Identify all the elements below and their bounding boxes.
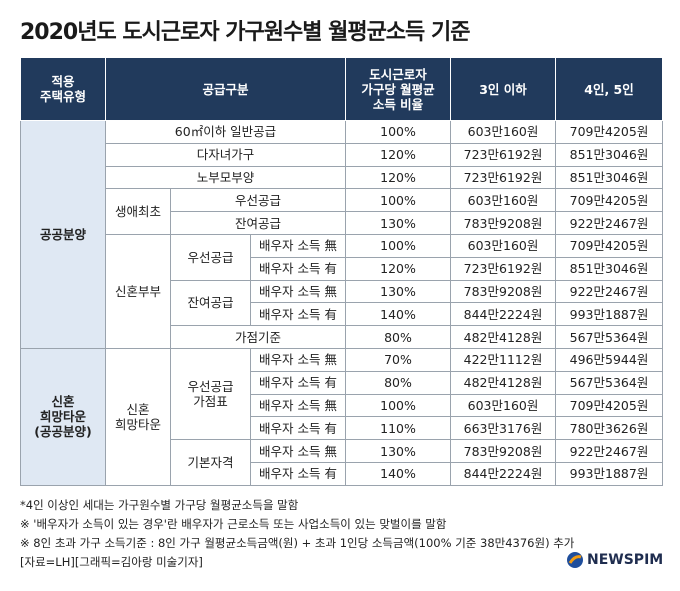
cell: 482만4128원 [450, 325, 556, 349]
cell: 잔여공급 [170, 211, 346, 235]
cell: 709만4205원 [555, 393, 663, 418]
cell: 100% [345, 393, 451, 418]
cell: 709만4205원 [555, 188, 663, 213]
cell: 110% [345, 416, 451, 441]
cell: 922만2467원 [555, 279, 663, 304]
cell: 567만5364원 [555, 325, 663, 349]
cell: 100% [345, 188, 451, 213]
cell: 신혼 희망타운 (공공분양) [20, 347, 106, 486]
cell: 가점기준 [170, 325, 346, 349]
cell: 생애최초 [105, 188, 171, 235]
cell: 723만6192원 [450, 256, 556, 281]
cell: 993만1887원 [555, 461, 663, 486]
cell: 663만3176원 [450, 416, 556, 441]
header-cell: 3인 이하 [450, 58, 556, 121]
cell: 60㎡이하 일반공급 [105, 120, 346, 144]
title: 2020년도 도시근로자 가구원수별 월평균소득 기준 [20, 20, 470, 45]
cell: 130% [345, 211, 451, 235]
cell: 851만3046원 [555, 165, 663, 190]
cell: 공공분양 [20, 120, 106, 349]
cell: 844만2224원 [450, 461, 556, 486]
cell: 482만4128원 [450, 370, 556, 395]
cell: 배우자 소득 無 [250, 279, 346, 304]
cell: 배우자 소득 有 [250, 461, 346, 486]
source: [자료=LH][그래픽=김아랑 미술기자] [20, 555, 203, 569]
note: ※ '배우자가 소득이 있는 경우'란 배우자가 근로소득 또는 사업소득이 있… [20, 517, 447, 531]
cell: 배우자 소득 無 [250, 347, 346, 372]
cell: 기본자격 [170, 439, 251, 486]
cell: 배우자 소득 有 [250, 370, 346, 395]
cell: 422만1112원 [450, 347, 556, 372]
cell: 851만3046원 [555, 256, 663, 281]
cell: 70% [345, 347, 451, 372]
cell: 130% [345, 279, 451, 304]
cell: 배우자 소득 有 [250, 256, 346, 281]
cell: 120% [345, 165, 451, 190]
cell: 배우자 소득 無 [250, 393, 346, 418]
cell: 배우자 소득 有 [250, 416, 346, 441]
cell: 120% [345, 256, 451, 281]
cell: 배우자 소득 有 [250, 302, 346, 327]
cell: 567만5364원 [555, 370, 663, 395]
cell: 우선공급 [170, 233, 251, 281]
cell: 783만9208원 [450, 279, 556, 304]
cell: 844만2224원 [450, 302, 556, 327]
cell: 잔여공급 [170, 279, 251, 327]
cell: 603만160원 [450, 120, 556, 144]
header-cell: 4인, 5인 [555, 58, 663, 121]
cell: 851만3046원 [555, 142, 663, 167]
cell: 80% [345, 325, 451, 349]
header-cell: 적용 주택유형 [20, 58, 106, 121]
notes: *4인 이상인 세대는 가구원수별 가구당 월평균소득을 말함 ※ '배우자가 … [20, 496, 574, 572]
cell: 우선공급 가점표 [170, 347, 251, 441]
cell: 709만4205원 [555, 120, 663, 144]
cell: 배우자 소득 無 [250, 233, 346, 258]
cell: 80% [345, 370, 451, 395]
cell: 603만160원 [450, 233, 556, 258]
cell: 922만2467원 [555, 439, 663, 463]
cell: 120% [345, 142, 451, 167]
cell: 709만4205원 [555, 233, 663, 258]
cell: 노부모부양 [105, 165, 346, 190]
cell: 130% [345, 439, 451, 463]
cell: 140% [345, 461, 451, 486]
cell: 140% [345, 302, 451, 327]
cell: 신혼부부 [105, 233, 171, 349]
cell: 100% [345, 233, 451, 258]
cell: 100% [345, 120, 451, 144]
cell: 723만6192원 [450, 165, 556, 190]
income-table: 적용 주택유형 공급구분 도시근로자 가구당 월평균 소득 비율 3인 이하 4… [20, 58, 663, 486]
header-cell: 도시근로자 가구당 월평균 소득 비율 [345, 58, 451, 121]
cell: 다자녀가구 [105, 142, 346, 167]
header-cell: 공급구분 [105, 58, 346, 121]
cell: 496만5944원 [555, 347, 663, 372]
cell: 922만2467원 [555, 211, 663, 235]
cell: 783만9208원 [450, 211, 556, 235]
cell: 993만1887원 [555, 302, 663, 327]
logo: NEWSPIM [566, 551, 663, 569]
note: ※ 8인 초과 가구 소득기준 : 8인 가구 월평균소득금액(원) + 초과 … [20, 536, 575, 550]
cell: 603만160원 [450, 188, 556, 213]
cell: 603만160원 [450, 393, 556, 418]
logo-icon [567, 552, 583, 568]
cell: 배우자 소득 無 [250, 439, 346, 463]
note: *4인 이상인 세대는 가구원수별 가구당 월평균소득을 말함 [20, 498, 299, 512]
cell: 783만9208원 [450, 439, 556, 463]
cell: 723만6192원 [450, 142, 556, 167]
cell: 신혼 희망타운 [105, 347, 171, 486]
logo-text: NEWSPIM [587, 552, 664, 568]
cell: 780만3626원 [555, 416, 663, 441]
cell: 우선공급 [170, 188, 346, 213]
